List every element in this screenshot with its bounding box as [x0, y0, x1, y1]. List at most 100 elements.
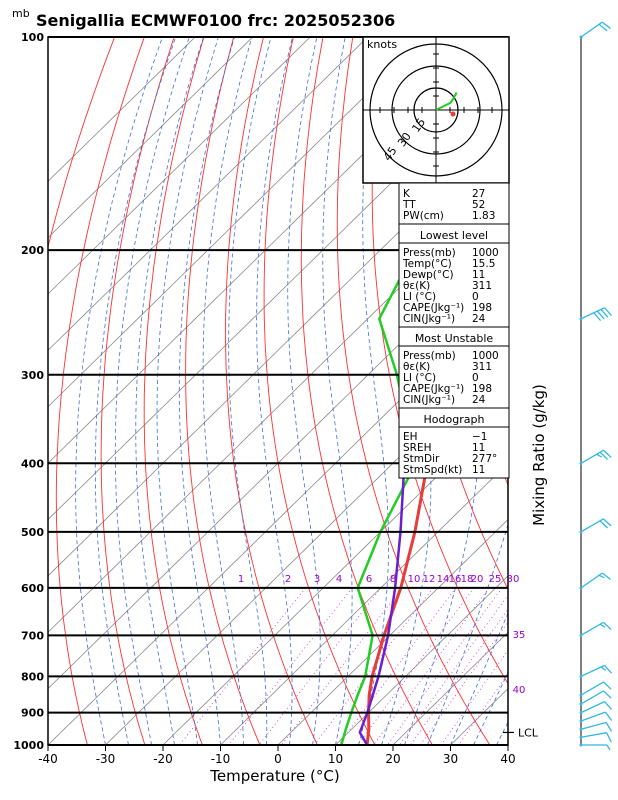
barb-staff [580, 21, 603, 38]
index-label: Press(mb) [403, 350, 456, 362]
barb-staff [580, 572, 603, 589]
most-unstable-box: Most Unstable Press(mb) 1000 θε(K) 311 LI (°C… [398, 326, 510, 409]
dry-adiabat-line [185, 37, 261, 745]
index-label: SREH [403, 442, 432, 454]
hodograph-unit-label: knots [367, 38, 397, 51]
lowest-level-box-title: Lowest level [420, 229, 488, 242]
index-value: 1.83 [472, 210, 495, 222]
isotherm-line [48, 124, 508, 577]
wind-barb [579, 621, 612, 637]
barb-feather [604, 701, 612, 710]
index-value: 0 [472, 372, 479, 384]
barb-feather [603, 681, 612, 690]
lowest-level-box-frame [398, 223, 510, 328]
moist-adiabat-line [156, 37, 219, 745]
mixing-ratio-label: 20 [471, 574, 484, 585]
moist-adiabat-line [322, 37, 353, 745]
barb-staff [580, 449, 604, 464]
barb-dot [579, 727, 583, 731]
index-label: Temp(°C) [402, 258, 452, 270]
index-value: 15.5 [472, 258, 495, 270]
mixing-ratio-label: 6 [366, 574, 372, 585]
barb-feather [598, 574, 605, 579]
index-label: StmSpd(kt) [403, 464, 462, 476]
barb-feather [604, 664, 612, 674]
moist-adiabat-line [94, 37, 177, 745]
wind-barb [579, 572, 611, 590]
barb-dot [579, 702, 583, 706]
index-value: 1000 [472, 247, 499, 259]
barb-dot [579, 693, 583, 697]
barb-staff [580, 664, 605, 677]
pressure-tick-label: 300 [21, 369, 44, 382]
barb-staff [580, 701, 605, 714]
wind-barb [579, 690, 612, 706]
x-tick-label: 0 [274, 752, 282, 766]
moist-adiabat-line [358, 37, 389, 745]
pressure-tick-label: 100 [21, 31, 44, 44]
barb-feather [603, 449, 612, 458]
wind-barb [579, 449, 612, 465]
mixing-ratio-label: 4 [336, 574, 342, 585]
chart-title: Senigallia ECMWF0100 frc: 2025052306 [36, 11, 395, 30]
moist-adiabat-line [75, 37, 163, 745]
isotherm-line [48, 67, 508, 521]
wind-barb [579, 681, 612, 697]
index-value: 24 [472, 313, 486, 325]
barb-feather [606, 732, 612, 743]
mixing-ratio-label: 3 [314, 574, 320, 585]
isotherm-line [392, 631, 508, 745]
barb-feather [604, 307, 612, 316]
barb-dot [579, 586, 583, 590]
isotherm-line [450, 688, 508, 745]
index-value: 52 [472, 199, 485, 211]
lcl-label: LCL [518, 726, 539, 739]
index-label: CAPE(Jkg⁻¹) [403, 302, 464, 314]
pressure-tick-label: 900 [21, 707, 44, 720]
mixing-ratio-line [410, 608, 508, 745]
isotherm-line [48, 37, 426, 408]
x-tick-label: -30 [96, 752, 116, 766]
index-label: StmDir [403, 453, 440, 465]
pressure-tick-label: 200 [21, 244, 44, 257]
dry-adiabat-line [143, 37, 205, 745]
barb-dot [579, 711, 583, 715]
barb-feather [604, 711, 613, 721]
index-label: θε(K) [403, 361, 430, 373]
x-tick-label: -40 [38, 752, 58, 766]
index-label: Dewp(°C) [403, 269, 454, 281]
barb-staff [580, 732, 607, 738]
moist-adiabat-line [114, 37, 190, 745]
barb-dot [579, 719, 583, 723]
hodograph-indices-box-title: Hodograph [424, 413, 485, 426]
barb-feather [600, 309, 609, 318]
index-label: θε(K) [403, 280, 430, 292]
index-value: −1 [472, 431, 487, 443]
barb-feather [596, 453, 603, 458]
index-label: TT [402, 199, 416, 211]
mixing-ratio-line [440, 649, 508, 745]
mixing-ratio-line [357, 587, 475, 745]
barb-dot [579, 743, 583, 747]
isotherm-line [277, 518, 508, 745]
index-value: 198 [472, 302, 492, 314]
mixing-ratio-label: 16 [449, 574, 462, 585]
mixing-ratio-label: 35 [513, 630, 526, 641]
index-value: 24 [472, 394, 486, 406]
mixing-ratio-label: 1 [238, 574, 244, 585]
moist-adiabat-line [381, 37, 432, 745]
index-value: 27 [472, 188, 485, 200]
lowest-level-box: Lowest level Press(mb) 1000 Temp(°C) 15.5 Dew… [398, 223, 510, 328]
moist-adiabat-line [287, 37, 321, 745]
index-value: 311 [472, 280, 492, 292]
barb-staff [580, 621, 604, 636]
x-tick-label: 40 [500, 752, 515, 766]
mixing-ratio-label: 10 [408, 574, 421, 585]
isotherm-line [48, 37, 483, 464]
index-value: 11 [472, 464, 485, 476]
wind-barb [579, 721, 613, 732]
index-value: 198 [472, 383, 492, 395]
